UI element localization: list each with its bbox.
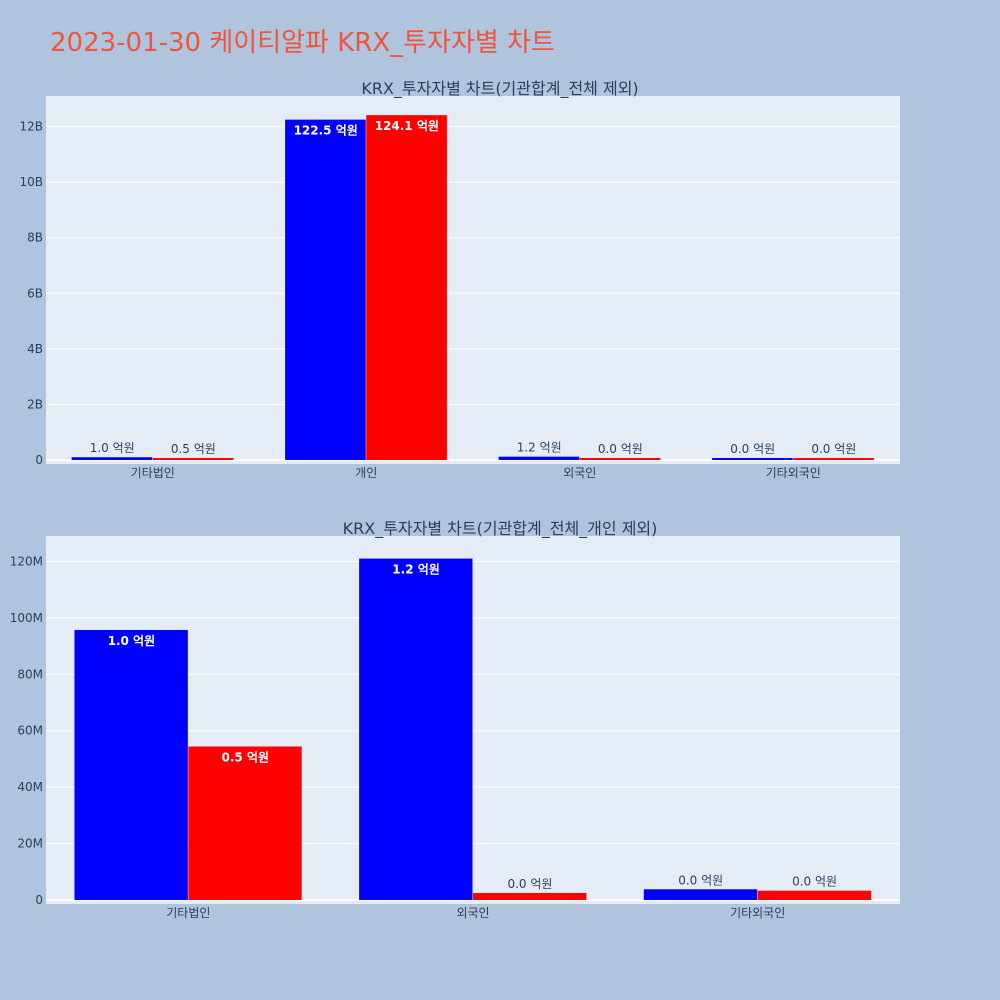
plot-area-1 [46, 96, 900, 464]
data-label: 124.1 억원 [375, 119, 439, 133]
data-label: 1.2 억원 [517, 441, 562, 455]
y-tick-label: 120M [10, 554, 43, 568]
y-tick-label: 10B [19, 175, 43, 189]
bar-기타외국인-2[interactable] [793, 458, 874, 460]
y-tick-label: 6B [27, 286, 43, 300]
bar-외국인-1[interactable] [498, 456, 580, 460]
bar-기타외국인-1[interactable] [712, 458, 793, 460]
bar-기타법인-2[interactable] [152, 458, 234, 460]
bar-기타법인-2[interactable] [188, 746, 302, 900]
data-label: 0.0 억원 [598, 442, 643, 456]
y-tick-label: 40M [17, 780, 43, 794]
y-tick-label: 60M [17, 724, 43, 738]
y-tick-label: 8B [27, 231, 43, 245]
bar-외국인-1[interactable] [359, 558, 473, 900]
data-label: 1.0 억원 [90, 441, 135, 455]
x-tick-label: 기타외국인 [766, 466, 821, 480]
data-label: 0.0 억원 [792, 875, 837, 889]
data-label: 1.0 억원 [108, 634, 156, 648]
y-tick-label: 0 [35, 453, 43, 467]
x-tick-label: 기타법인 [131, 466, 175, 480]
y-tick-label: 4B [27, 342, 43, 356]
bar-외국인-2[interactable] [473, 892, 587, 900]
bar-기타법인-1[interactable] [74, 629, 188, 900]
data-label: 0.5 억원 [222, 750, 270, 764]
chart-title-2: KRX_투자자별 차트(기관합계_전체_개인 제외) [343, 519, 658, 539]
bar-기타외국인-2[interactable] [757, 890, 872, 900]
x-tick-label: 외국인 [456, 906, 489, 920]
x-tick-label: 개인 [355, 466, 377, 480]
bar-기타외국인-1[interactable] [643, 889, 758, 900]
data-label: 1.2 억원 [392, 563, 440, 577]
bar-외국인-2[interactable] [579, 458, 661, 460]
bar-기타법인-1[interactable] [71, 457, 153, 460]
data-label: 0.5 억원 [171, 442, 216, 456]
bar-개인-2[interactable] [366, 115, 447, 460]
data-label: 0.0 억원 [678, 873, 723, 887]
y-tick-label: 0 [35, 893, 43, 907]
x-tick-label: 기타법인 [166, 906, 210, 920]
bar-개인-1[interactable] [285, 119, 366, 461]
x-tick-label: 기타외국인 [730, 906, 785, 920]
page-title: 2023-01-30 케이티알파 KRX_투자자별 차트 [50, 28, 555, 58]
y-tick-label: 80M [17, 667, 43, 681]
data-label: 122.5 억원 [294, 124, 358, 138]
data-label: 0.0 억원 [507, 877, 552, 891]
data-label: 0.0 억원 [730, 442, 775, 456]
y-tick-label: 20M [17, 837, 43, 851]
data-label: 0.0 억원 [811, 442, 856, 456]
y-tick-label: 12B [19, 120, 43, 134]
x-tick-label: 외국인 [563, 466, 596, 480]
y-tick-label: 100M [10, 611, 43, 625]
chart-title-1: KRX_투자자별 차트(기관합계_전체 제외) [361, 79, 638, 99]
y-tick-label: 2B [27, 397, 43, 411]
